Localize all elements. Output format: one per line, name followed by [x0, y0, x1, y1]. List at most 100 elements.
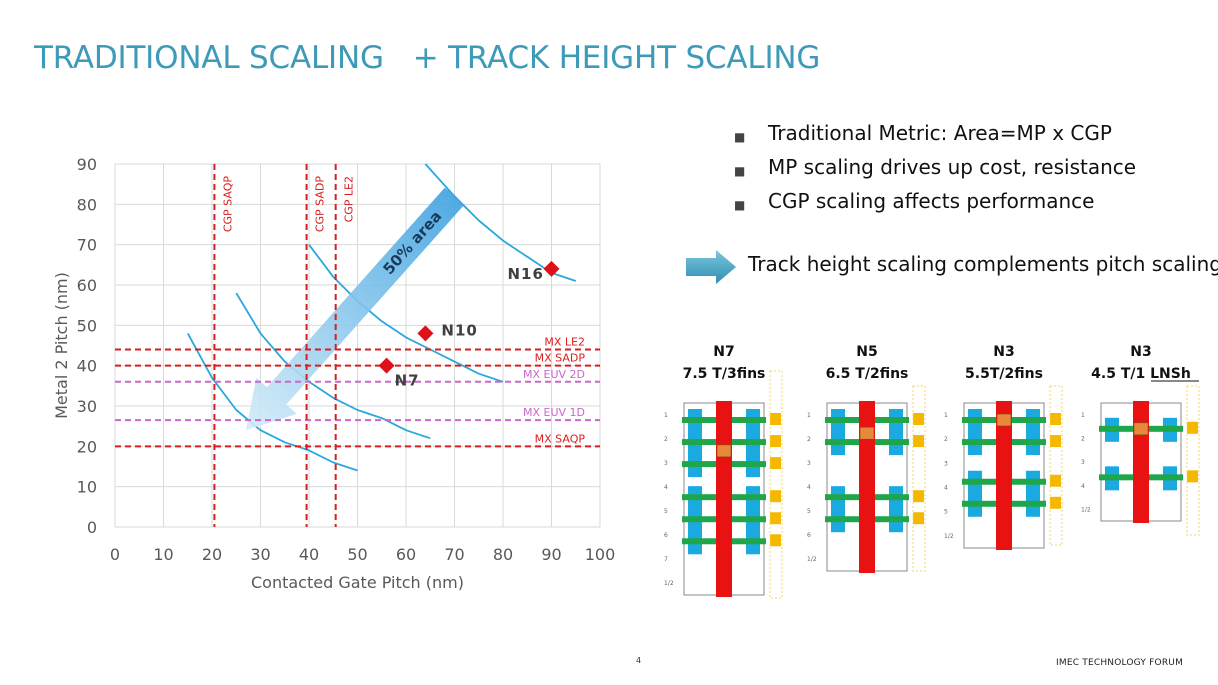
- y-tick-label: 20: [77, 437, 97, 456]
- track-label: 5: [664, 508, 668, 515]
- cell-spec-label: 4.5 T/1 LNSh: [1091, 366, 1191, 382]
- track-label: 5: [807, 508, 811, 515]
- track-label: 1: [664, 412, 668, 419]
- pin-square: [770, 435, 781, 448]
- gate-line: [1133, 401, 1149, 523]
- contact-via: [996, 413, 1012, 427]
- pin-square: [1050, 474, 1061, 487]
- pin-square: [1187, 470, 1198, 483]
- x-tick-label: 70: [444, 545, 464, 564]
- track-label: 1: [807, 412, 811, 419]
- track-label: 3: [1081, 459, 1085, 466]
- contact-via: [716, 444, 732, 458]
- x-tick-label: 90: [541, 545, 561, 564]
- track-label: 1: [944, 412, 948, 419]
- cell-diagram: N3 5.5T/2fins 1 2 3 4 5 1/2: [944, 344, 1063, 550]
- node-marker: [543, 260, 560, 277]
- vertical-rule-label: CGP SADP: [314, 176, 327, 233]
- cell-spec-label: 7.5 T/3fins: [683, 366, 766, 382]
- area-arrow: [245, 187, 465, 431]
- track-label: 1/2: [807, 556, 817, 563]
- y-tick-label: 70: [77, 236, 97, 255]
- hatched-bar: [1049, 385, 1063, 546]
- track-label: 3: [807, 460, 811, 467]
- pin-square: [1187, 421, 1198, 434]
- iso-area-curve: [187, 332, 358, 472]
- vertical-rule-label: CGP LE2: [343, 176, 356, 222]
- y-tick-label: 10: [77, 478, 97, 497]
- cell-diagram: N3 4.5 T/1 LNSh 1 2 3 4 1/2: [1081, 344, 1200, 536]
- x-tick-label: 60: [396, 545, 416, 564]
- cell-spec-label: 5.5T/2fins: [965, 366, 1043, 382]
- track-label: 4: [944, 485, 948, 492]
- fin-block: [831, 486, 845, 533]
- track-label: 4: [807, 484, 811, 491]
- node-marker: [417, 325, 434, 342]
- horizontal-rule-label: MX SAQP: [535, 432, 586, 445]
- gate-line: [716, 401, 732, 597]
- bullet-item: ■ CGP scaling affects performance: [730, 184, 1136, 218]
- bullet-icon: ■: [734, 164, 746, 178]
- x-tick-label: 80: [493, 545, 513, 564]
- vertical-rule-label: CGP SAQP: [221, 176, 234, 233]
- track-label: 3: [664, 460, 668, 467]
- horizontal-rule-label: MX EUV 1D: [523, 406, 585, 419]
- track-label: 4: [1081, 483, 1085, 490]
- footer-label: IMEC TECHNOLOGY FORUM: [1056, 658, 1184, 668]
- right-arrow-icon: [686, 250, 736, 284]
- cell-spec-label: 6.5 T/2fins: [826, 366, 909, 382]
- track-label: 1/2: [664, 580, 674, 587]
- track-label: 4: [664, 484, 668, 491]
- iso-area-curve: [235, 292, 431, 440]
- cell-node-label: N3: [993, 344, 1014, 360]
- cell-diagram: N7 7.5 T/3fins 1 2 3 4 5 6 7 1/2: [664, 344, 783, 599]
- pin-square: [770, 413, 781, 425]
- bullet-text: CGP scaling affects performance: [768, 189, 1095, 213]
- hatched-bar: [769, 370, 783, 599]
- hatched-bar: [1186, 385, 1200, 536]
- pin-square: [770, 534, 781, 547]
- pin-square: [1050, 413, 1061, 425]
- y-tick-label: 0: [87, 518, 97, 537]
- x-axis-label: Contacted Gate Pitch (nm): [251, 573, 464, 592]
- bullet-icon: ■: [734, 198, 746, 212]
- x-tick-label: 10: [153, 545, 173, 564]
- bullet-icon: ■: [734, 130, 746, 144]
- pin-square: [913, 512, 924, 525]
- pin-square: [913, 413, 924, 425]
- x-tick-label: 0: [110, 545, 120, 564]
- bullet-list: ■ Traditional Metric: Area=MP x CGP ■ MP s…: [730, 116, 1136, 218]
- page-title: TRADITIONAL SCALING + TRACK HEIGHT SCALI…: [34, 40, 821, 76]
- fin-block: [968, 470, 982, 517]
- x-tick-label: 50: [347, 545, 367, 564]
- x-tick-label: 20: [202, 545, 222, 564]
- y-tick-label: 50: [77, 316, 97, 335]
- track-label: 5: [944, 509, 948, 516]
- pin-square: [770, 457, 781, 470]
- track-label: 1/2: [1081, 506, 1091, 513]
- pin-square: [770, 490, 781, 503]
- pin-square: [1050, 496, 1061, 509]
- contact-via: [859, 426, 875, 440]
- cell-diagram: N5 6.5 T/2fins 1 2 3 4 5 6 1/2: [807, 344, 926, 573]
- pin-square: [770, 512, 781, 525]
- horizontal-rule-label: MX EUV 2D: [523, 368, 585, 381]
- horizontal-rule-label: MX LE2: [544, 336, 585, 349]
- bullet-text: Traditional Metric: Area=MP x CGP: [768, 121, 1112, 145]
- y-tick-label: 40: [77, 357, 97, 376]
- x-tick-label: 30: [250, 545, 270, 564]
- y-tick-label: 60: [77, 276, 97, 295]
- fin-block: [831, 409, 845, 456]
- horizontal-rule-label: MX SADP: [535, 352, 586, 365]
- node-marker: [378, 357, 395, 374]
- node-label: N7: [395, 372, 420, 390]
- node-label: N10: [441, 321, 477, 339]
- track-label: 2: [664, 436, 668, 443]
- track-label: 1/2: [944, 533, 954, 540]
- y-tick-label: 30: [77, 397, 97, 416]
- fin-block: [1026, 409, 1040, 456]
- gate-line: [996, 401, 1012, 550]
- pin-square: [913, 490, 924, 503]
- fin-block: [1026, 470, 1040, 517]
